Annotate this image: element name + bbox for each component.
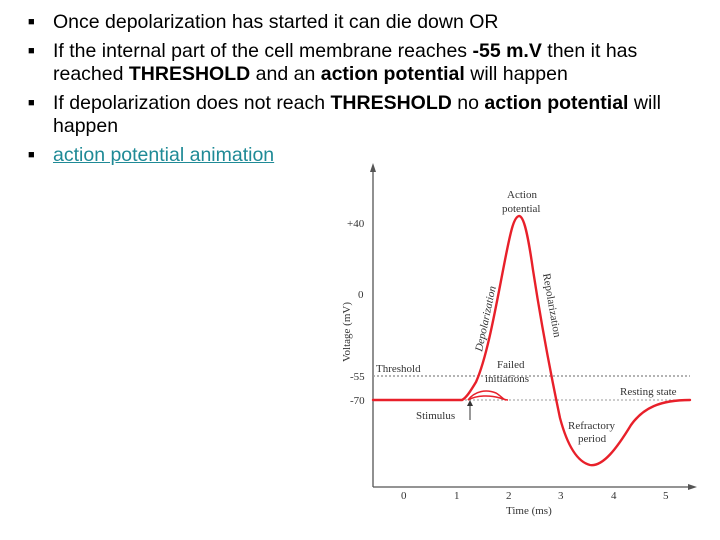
label-depolarization: Depolarization — [473, 284, 499, 353]
xtick-5: 5 — [663, 490, 669, 502]
bullet-marker-icon — [28, 46, 38, 56]
x-axis-label: Time (ms) — [506, 505, 552, 517]
failed-initiation-curve-1 — [467, 390, 507, 401]
bullet-2-text-2: then it has reached — [53, 39, 638, 86]
label-failed-2: initiations — [485, 373, 529, 385]
xtick-3: 3 — [558, 490, 564, 502]
ytick-0: 0 — [358, 289, 364, 301]
label-stimulus: Stimulus — [416, 410, 455, 422]
xtick-1: 1 — [454, 490, 460, 502]
bullet-3: If depolarization does not reach THRESHO… — [28, 92, 708, 139]
bullet-marker-icon — [28, 98, 38, 108]
bullet-2-text-3: and an — [250, 63, 321, 85]
bullet-1: Once depolarization has started it can d… — [28, 11, 708, 35]
bullet-4: action potential animation — [28, 144, 708, 168]
bullet-2-action-potential: action potential — [320, 63, 465, 85]
bullet-marker-icon — [28, 17, 38, 27]
label-resting-state: Resting state — [620, 386, 677, 398]
label-action-potential-1: Action — [507, 189, 537, 201]
label-repolarization: Repolarization — [540, 272, 563, 338]
bullet-3-threshold: THRESHOLD — [330, 91, 452, 114]
ytick-55: -55 — [350, 371, 365, 383]
bullet-2-threshold: THRESHOLD — [128, 63, 251, 85]
xtick-0: 0 — [401, 490, 407, 502]
label-refractory-2: period — [578, 433, 607, 445]
bullet-3-text: If depolarization does not reach — [53, 91, 331, 114]
xtick-4: 4 — [611, 490, 617, 502]
ytick-40: +40 — [347, 218, 365, 230]
y-axis-label: Voltage (mV) — [341, 302, 353, 362]
label-failed-1: Failed — [497, 359, 525, 371]
bullet-2-text-4: will happen — [464, 63, 568, 85]
bullet-3-text-2: no — [451, 91, 485, 114]
ytick-70: -70 — [350, 395, 365, 407]
bullet-2-voltage: -55 m.V — [472, 39, 542, 62]
bullet-marker-icon — [28, 150, 38, 160]
bullet-list: Once depolarization has started it can d… — [28, 11, 708, 172]
bullet-1-text: Once depolarization has started it can d… — [53, 11, 499, 33]
failed-initiation-curve-2 — [467, 395, 509, 401]
label-refractory-1: Refractory — [568, 420, 616, 432]
xtick-2: 2 — [506, 490, 512, 502]
label-threshold: Threshold — [376, 363, 421, 375]
label-action-potential-2: potential — [502, 203, 541, 215]
bullet-3-text-3: will happen — [53, 91, 661, 138]
action-potential-animation-link[interactable]: action potential animation — [53, 143, 275, 166]
x-axis-arrow-icon — [688, 484, 697, 490]
bullet-2-text: If the internal part of the cell membran… — [53, 39, 473, 62]
bullet-2: If the internal part of the cell membran… — [28, 40, 708, 87]
action-potential-curve — [371, 214, 692, 467]
stimulus-arrow-icon — [467, 400, 473, 406]
bullet-3-action-potential: action potential — [484, 91, 629, 114]
